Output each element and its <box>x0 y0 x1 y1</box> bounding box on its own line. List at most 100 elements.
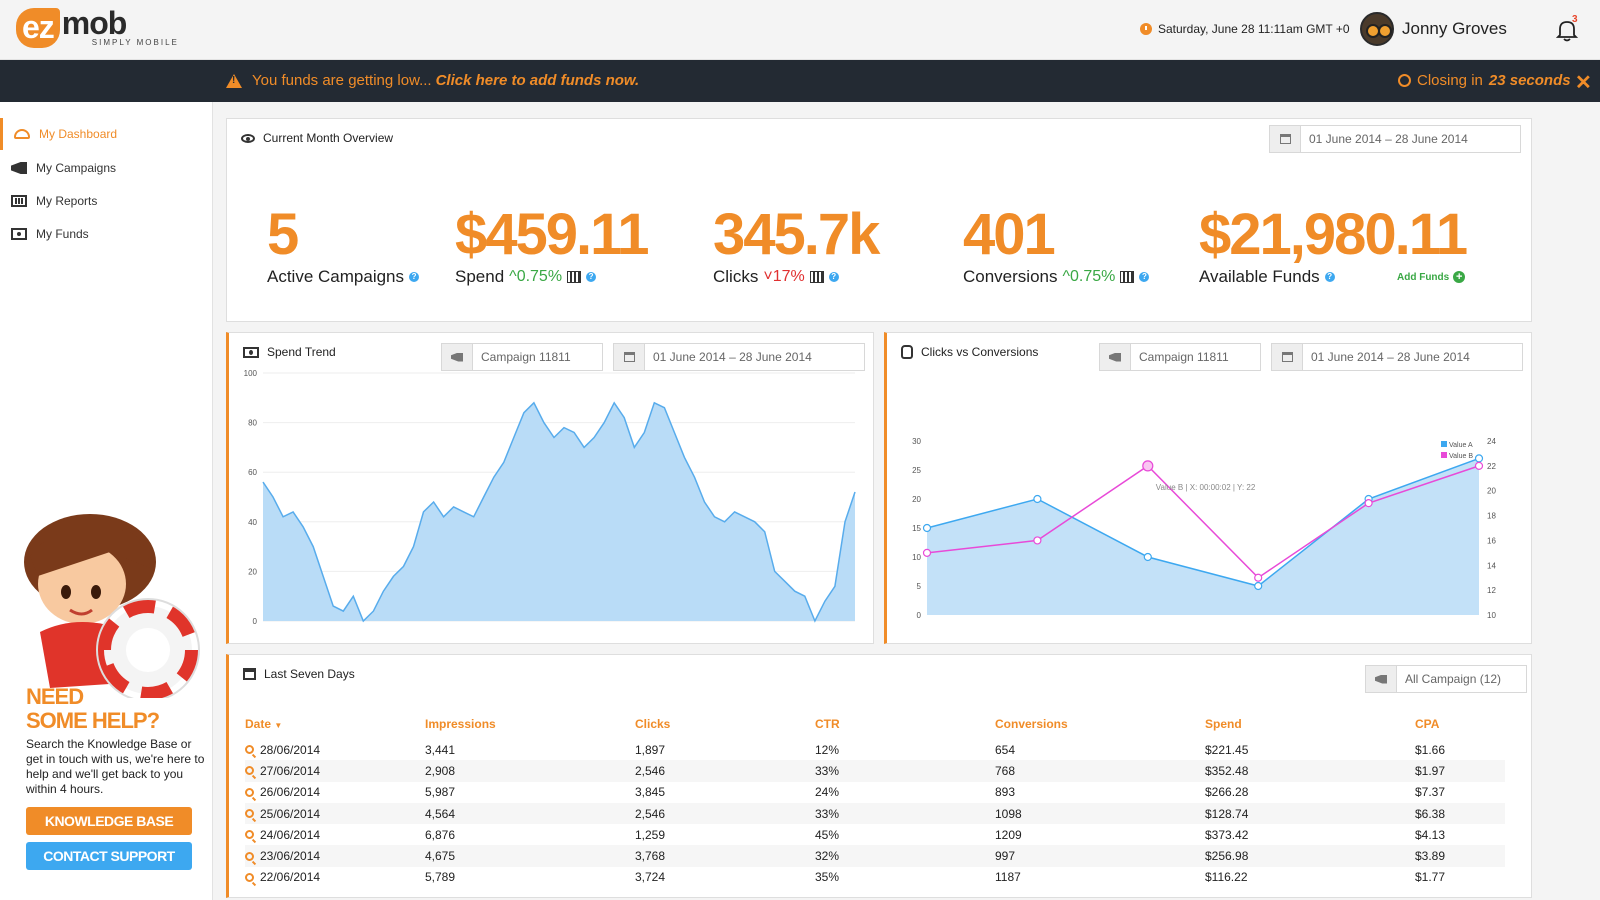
clicks-conversions-title: Clicks vs Conversions <box>901 345 1038 359</box>
column-header-label: Date <box>245 717 272 731</box>
stat-value: 401 <box>963 202 1056 267</box>
table-cell: 3,845 <box>635 785 666 800</box>
table-cell: $1.77 <box>1415 870 1446 885</box>
help-icon[interactable]: ? <box>586 272 597 282</box>
magnifier-icon[interactable] <box>245 766 254 776</box>
bell-icon[interactable] <box>1556 18 1578 42</box>
y-tick-label: 0 <box>917 611 922 620</box>
magnifier-icon[interactable] <box>245 809 254 819</box>
bar-chart-icon[interactable] <box>1120 271 1135 283</box>
table-cell: 27/06/2014 <box>245 760 425 782</box>
column-header-conversions[interactable]: Conversions <box>995 717 1068 731</box>
help-icon[interactable]: ? <box>1139 272 1150 282</box>
spend-line <box>262 401 856 623</box>
sidebar-item-funds[interactable]: My Funds <box>0 218 213 250</box>
help-icon[interactable]: ? <box>409 272 420 282</box>
magnifier-icon[interactable] <box>245 872 254 882</box>
column-header-impressions[interactable]: Impressions <box>425 717 496 731</box>
overview-title: Current Month Overview <box>241 131 393 145</box>
table-row[interactable]: 23/06/2014 4,675 3,768 32% 997 $256.98 $3.89 <box>245 845 1505 867</box>
notification-badge: 3 <box>1572 14 1578 25</box>
date-range-value: 01 June 2014 – 28 June 2014 <box>1309 132 1468 146</box>
campaign-filter-select[interactable]: All Campaign (12) <box>1365 665 1527 693</box>
column-header-date[interactable]: Date ▼ <box>245 709 425 739</box>
table-row[interactable]: 26/06/2014 5,987 3,845 24% 893 $266.28 $7.37 <box>245 782 1505 803</box>
bar-chart-icon[interactable] <box>567 271 582 283</box>
magnifier-icon[interactable] <box>245 851 254 861</box>
table-cell: 3,441 <box>425 742 456 757</box>
help-icon[interactable]: ? <box>1324 272 1335 282</box>
sidebar-item-dashboard[interactable]: My Dashboard <box>0 118 213 150</box>
plus-icon: + <box>1453 271 1466 283</box>
contact-support-button[interactable]: CONTACT SUPPORT <box>26 842 192 870</box>
y-tick-label: 15 <box>912 524 921 533</box>
help-icon[interactable]: ? <box>828 272 839 282</box>
logo-ez: ez <box>16 8 60 48</box>
campaign-select[interactable]: Campaign 11811 <box>441 343 603 371</box>
sidebar-item-reports[interactable]: My Reports <box>0 185 213 217</box>
value-b-point <box>1364 499 1373 508</box>
stat-value: $21,980.11 <box>1199 202 1468 267</box>
table-cell: $6.38 <box>1415 802 1505 825</box>
table-row[interactable]: 27/06/2014 2,908 2,546 33% 768 $352.48 $1.97 <box>245 760 1505 782</box>
table-cell: 4,675 <box>425 845 635 867</box>
user-menu[interactable]: Jonny Groves <box>1360 12 1507 46</box>
magnifier-icon[interactable] <box>245 830 254 840</box>
magnifier-icon[interactable] <box>245 745 254 755</box>
value-b-point <box>1142 460 1154 472</box>
table-cell: 1187 <box>995 870 1021 885</box>
legend-label: Value A <box>1449 442 1473 449</box>
calendar-icon <box>623 352 635 362</box>
date-range-select[interactable]: 01 June 2014 – 28 June 2014 <box>613 343 865 371</box>
value-a-point <box>1254 581 1263 591</box>
stat-label: Available Funds <box>1199 267 1320 286</box>
column-header-cpa[interactable]: CPA <box>1415 717 1440 731</box>
column-header-clicks[interactable]: Clicks <box>635 717 671 731</box>
change-up: ^0.75% <box>509 268 563 285</box>
magnifier-icon[interactable] <box>245 787 254 797</box>
close-alert-button[interactable]: ✕ <box>1575 72 1592 94</box>
sidebar-item-campaigns[interactable]: My Campaigns <box>0 152 213 184</box>
table-cell: 893 <box>995 785 1016 800</box>
date-range-value: 01 June 2014 – 28 June 2014 <box>653 350 812 364</box>
ezmob-logo[interactable]: ez mob SIMPLY MOBILE <box>16 7 179 52</box>
table-cell: $266.28 <box>1205 785 1249 800</box>
table-row[interactable]: 24/06/2014 6,876 1,259 45% 1209 $373.42 $4.13 <box>245 824 1505 845</box>
value-a-point <box>1033 494 1042 504</box>
table-cell: 997 <box>995 845 1205 867</box>
y-tick-label: 0 <box>253 617 258 626</box>
table-cell: 2,546 <box>635 802 815 825</box>
value-b-point <box>1033 536 1042 545</box>
table-cell: 5,789 <box>425 870 456 885</box>
campaign-value: Campaign 11811 <box>1139 350 1229 364</box>
help-title-line2: SOME HELP? <box>26 708 160 733</box>
knowledge-base-button[interactable]: KNOWLEDGE BASE <box>26 807 192 835</box>
change-up: ^0.75% <box>1062 268 1116 285</box>
overview-date-range[interactable]: 01 June 2014 – 28 June 2014 <box>1269 125 1521 153</box>
mascot-illustration <box>24 514 200 698</box>
bar-chart-icon[interactable] <box>809 271 824 283</box>
panel-title-text: Last Seven Days <box>264 667 355 681</box>
date-range-select[interactable]: 01 June 2014 – 28 June 2014 <box>1271 343 1523 371</box>
table-cell: 24% <box>815 785 840 800</box>
campaign-value: Campaign 11811 <box>481 350 571 364</box>
add-funds-button[interactable]: Add Funds + <box>1397 271 1466 283</box>
y2-tick-label: 10 <box>1487 611 1496 620</box>
table-cell: 28/06/2014 <box>245 739 425 760</box>
table-row[interactable]: 25/06/2014 4,564 2,546 33% 1098 $128.74 $6.38 <box>245 802 1505 825</box>
table-cell: $1.66 <box>1415 742 1446 757</box>
stat-label: Spend <box>455 267 505 286</box>
column-header-spend[interactable]: Spend <box>1205 717 1242 731</box>
table-cell: 1,259 <box>635 827 666 842</box>
sidebar-item-label: My Funds <box>36 227 89 241</box>
value-b-point <box>1474 461 1484 470</box>
table-row[interactable]: 22/06/2014 5,789 3,724 35% 1187 $116.22 $1.77 <box>245 867 1505 888</box>
table-row[interactable]: 28/06/2014 3,441 1,897 12% 654 $221.45 $1.66 <box>245 739 1505 760</box>
add-funds-link[interactable]: Click here to add funds now. <box>435 72 640 89</box>
campaign-select[interactable]: Campaign 11811 <box>1099 343 1261 371</box>
y-tick-label: 25 <box>912 466 921 475</box>
logo-tagline: SIMPLY MOBILE <box>91 38 179 47</box>
table-cell: 35% <box>815 870 840 885</box>
megaphone-icon <box>11 162 27 174</box>
column-header-ctr[interactable]: CTR <box>815 717 840 731</box>
